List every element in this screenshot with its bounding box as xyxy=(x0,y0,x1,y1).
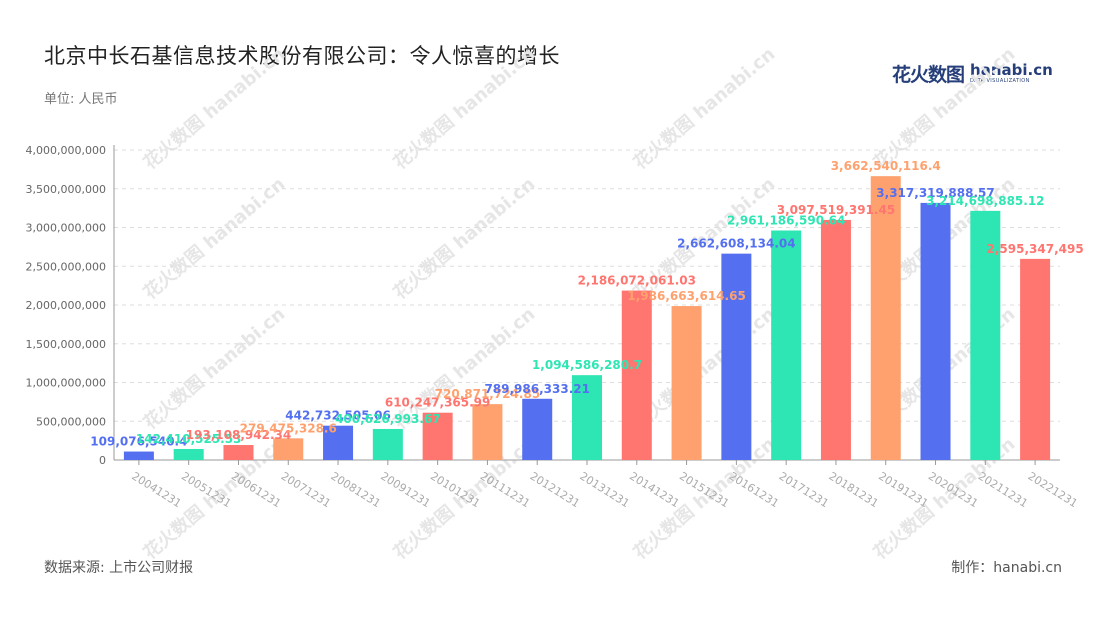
bar xyxy=(223,445,254,460)
x-tick-label: 20161231 xyxy=(727,470,781,511)
data-label: 3,662,540,116.4 xyxy=(831,159,941,173)
y-tick-label: 1,000,000,000 xyxy=(26,377,106,390)
y-tick-label: 3,000,000,000 xyxy=(26,222,106,235)
bar xyxy=(970,210,1001,460)
bar xyxy=(173,448,204,460)
y-tick-label: 0 xyxy=(99,454,106,467)
watermark-text: 花火数图 hanabi.cn xyxy=(139,303,289,434)
data-label: 193,108,942.34 xyxy=(186,428,292,442)
bar xyxy=(572,375,602,460)
x-tick-label: 20181231 xyxy=(826,470,880,511)
data-label: 442,732,505.06 xyxy=(285,409,391,423)
bar xyxy=(422,412,453,460)
bar xyxy=(621,290,652,460)
x-tick-label: 20221231 xyxy=(1026,470,1080,511)
x-tick-label: 20121231 xyxy=(528,470,582,511)
bar xyxy=(920,202,951,460)
data-label: 2,186,072,061.03 xyxy=(578,274,696,288)
x-tick-label: 20141231 xyxy=(627,470,681,511)
logo-tagline: DATA VISUALIZATION xyxy=(970,78,1030,84)
bar xyxy=(771,230,802,460)
bar xyxy=(472,404,503,460)
x-tick-label: 20081231 xyxy=(328,470,382,511)
data-label: 610,247,365.99 xyxy=(385,396,491,410)
hanabi-logo: 花火数图 hanabi.cn DATA VISUALIZATION xyxy=(892,60,1053,87)
data-label: 279,475,328.6 xyxy=(240,421,337,435)
x-tick-label: 20211231 xyxy=(976,470,1030,511)
y-tick-label: 3,500,000,000 xyxy=(26,183,106,196)
y-tick-label: 2,500,000,000 xyxy=(26,260,106,273)
data-label: 1,094,586,280.7 xyxy=(532,358,642,372)
data-source: 数据来源: 上市公司财报 xyxy=(44,560,194,576)
x-tick-label: 20091231 xyxy=(378,470,432,511)
bar xyxy=(820,219,851,460)
unit-label: 单位: 人民币 xyxy=(44,92,118,107)
x-tick-label: 20171231 xyxy=(777,470,831,511)
x-tick-label: 20071231 xyxy=(279,470,333,511)
data-label: 3,214,698,885.12 xyxy=(926,194,1044,208)
data-label: 720,871,724.85 xyxy=(435,387,541,401)
credit: 制作：hanabi.cn xyxy=(951,560,1062,576)
bar xyxy=(273,438,304,460)
logo-en-text: hanabi.cn xyxy=(970,61,1053,79)
data-label: 789,986,333.21 xyxy=(484,382,590,396)
logo-cn-text: 花火数图 xyxy=(892,64,965,86)
bar xyxy=(372,428,403,460)
watermark-text: 花火数图 hanabi.cn xyxy=(869,43,1019,174)
bar xyxy=(1020,258,1051,460)
y-tick-label: 500,000,000 xyxy=(36,415,106,428)
data-label: 3,317,319,888.57 xyxy=(876,186,994,200)
data-label: 109,076,540.4 xyxy=(90,435,187,449)
logo-en-block: hanabi.cn DATA VISUALIZATION xyxy=(970,63,1053,84)
watermark-text: 花火数图 hanabi.cn xyxy=(139,173,289,304)
data-label: 2,595,347,495 xyxy=(987,242,1084,256)
watermark-text: 花火数图 hanabi.cn xyxy=(139,43,289,174)
x-tick-label: 20191231 xyxy=(876,470,930,511)
watermark-text: 花火数图 hanabi.cn xyxy=(389,173,539,304)
x-tick-label: 20041231 xyxy=(129,470,183,511)
data-label: 1,986,663,614.65 xyxy=(627,289,745,303)
data-label: 400,626,993.67 xyxy=(335,412,441,426)
bar xyxy=(522,398,553,460)
chart-title: 北京中长石基信息技术股份有限公司：令人惊喜的增长 xyxy=(44,44,560,68)
data-label: 2,961,186,590.64 xyxy=(727,214,845,228)
bar xyxy=(323,425,354,460)
y-tick-label: 2,000,000,000 xyxy=(26,299,106,312)
watermark-text: 花火数图 hanabi.cn xyxy=(389,43,539,174)
bar xyxy=(671,306,702,460)
y-tick-label: 1,500,000,000 xyxy=(26,338,106,351)
bar xyxy=(870,176,901,460)
y-tick-label: 4,000,000,000 xyxy=(26,144,106,157)
x-tick-label: 20131231 xyxy=(577,470,631,511)
bar xyxy=(721,253,752,460)
data-label: 3,097,519,391.45 xyxy=(777,203,895,217)
data-label: 2,662,608,134.04 xyxy=(677,237,795,251)
bar xyxy=(123,451,154,460)
data-label: 142,410,525.53 xyxy=(136,432,242,446)
watermark-text: 花火数图 hanabi.cn xyxy=(629,43,779,174)
